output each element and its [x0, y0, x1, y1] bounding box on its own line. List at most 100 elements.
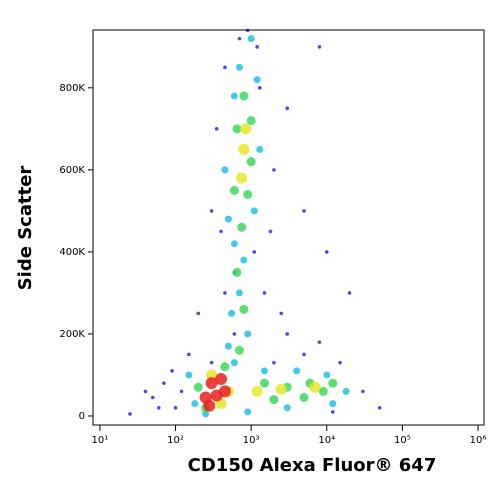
point [347, 291, 352, 295]
point [329, 400, 337, 408]
point [255, 45, 259, 49]
point [150, 395, 155, 400]
point [235, 289, 243, 297]
point [251, 385, 263, 397]
point [244, 330, 252, 338]
y-tick-label: 800K [59, 83, 85, 94]
point [317, 45, 322, 49]
point [224, 215, 232, 223]
point [187, 352, 191, 357]
point [279, 311, 284, 316]
point [230, 240, 238, 248]
point [275, 383, 287, 395]
point [302, 209, 306, 213]
point [232, 332, 237, 336]
point [220, 362, 230, 372]
x-tick-label: 10⁶ [470, 435, 487, 446]
point [143, 389, 148, 394]
point [361, 389, 365, 394]
point [173, 405, 178, 410]
point [324, 250, 329, 254]
point [247, 35, 255, 43]
y-tick-label: 200K [59, 329, 85, 340]
point [272, 360, 276, 365]
point [236, 172, 248, 184]
point [257, 86, 262, 90]
point [196, 311, 201, 316]
point [228, 309, 236, 317]
x-tick-label: 10¹ [92, 435, 109, 446]
point [224, 342, 232, 350]
point [219, 229, 223, 234]
point [243, 189, 253, 199]
point [218, 385, 231, 398]
point [246, 157, 256, 167]
point [221, 166, 229, 174]
y-axis-title: Side Scatter [15, 166, 36, 291]
y-tick-label: 600K [59, 165, 85, 176]
point [262, 291, 267, 295]
point [235, 63, 243, 71]
point [170, 369, 174, 373]
point [328, 378, 338, 388]
point [209, 360, 214, 365]
point [162, 381, 166, 385]
point [215, 373, 228, 386]
point [269, 395, 279, 405]
point [260, 367, 268, 375]
point [285, 332, 290, 336]
point [239, 304, 249, 314]
point [214, 127, 219, 131]
point [229, 185, 239, 195]
point [191, 400, 199, 408]
point [205, 377, 218, 390]
point [268, 229, 273, 234]
x-tick-label: 10⁴ [318, 435, 335, 446]
plot-frame [92, 29, 485, 426]
point [250, 207, 258, 215]
y-tick-label: 0 [79, 411, 85, 422]
point [237, 36, 242, 41]
point [253, 76, 261, 84]
x-tick-label: 10³ [243, 435, 260, 446]
point [193, 382, 203, 392]
point [238, 143, 250, 155]
point [209, 209, 214, 213]
y-tick-label: 400K [59, 247, 85, 258]
point [330, 410, 335, 414]
point [239, 91, 249, 101]
point [223, 291, 227, 295]
point [185, 371, 193, 379]
point [317, 340, 322, 344]
point [302, 352, 306, 357]
point [240, 256, 248, 264]
point [272, 168, 276, 172]
point [232, 124, 242, 134]
point [237, 222, 247, 232]
point [232, 267, 242, 277]
point [156, 405, 161, 410]
point [256, 145, 264, 153]
x-axis-title: CD150 Alexa Fluor® 647 [188, 455, 437, 476]
point [377, 405, 382, 410]
point [230, 359, 238, 367]
point [283, 404, 291, 412]
point [252, 250, 257, 254]
point [202, 410, 210, 418]
point [259, 378, 269, 388]
point [299, 393, 309, 403]
x-tick-label: 10² [167, 435, 184, 446]
point [234, 345, 244, 355]
point [230, 92, 238, 100]
point [342, 387, 350, 395]
point [223, 65, 227, 70]
point [318, 386, 328, 396]
point [179, 389, 184, 394]
point [240, 123, 252, 135]
point [246, 116, 256, 126]
point [285, 106, 290, 111]
point [203, 399, 216, 412]
point [206, 369, 218, 381]
point [293, 367, 301, 375]
